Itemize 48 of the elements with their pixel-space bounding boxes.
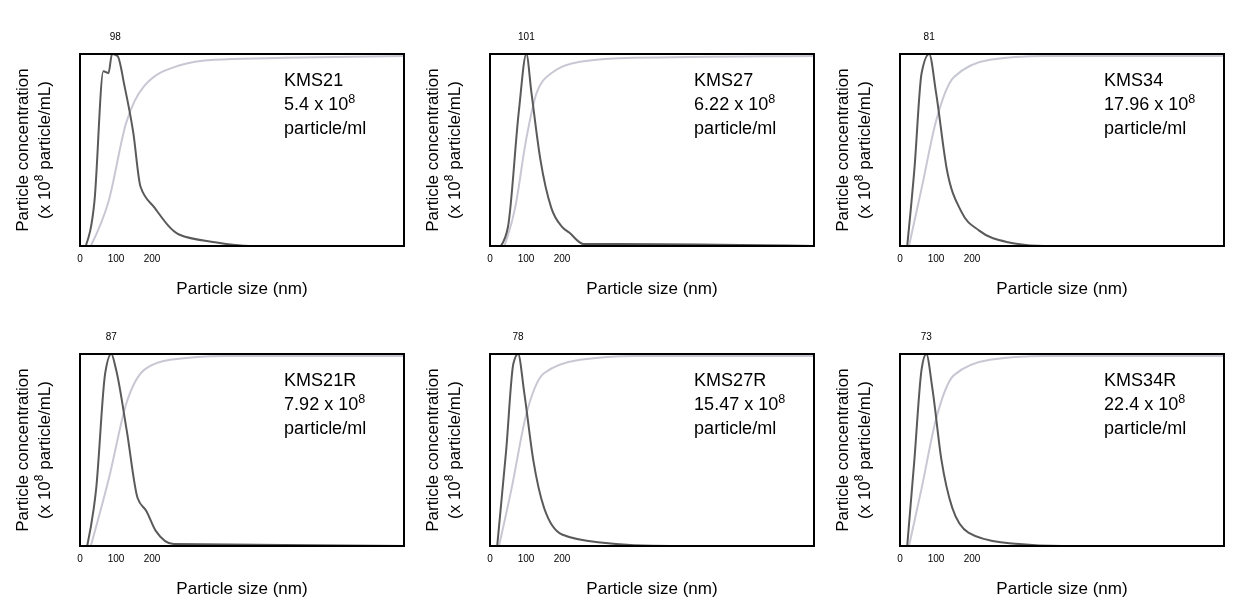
annotation: KMS34 (1104, 70, 1164, 90)
x-axis-title: Particle size (nm) (176, 279, 308, 298)
x-tick-label: 200 (143, 253, 161, 264)
annotation: particle/ml (1104, 418, 1187, 438)
x-tick-label: 0 (487, 553, 494, 564)
x-tick-label: 200 (553, 553, 571, 564)
annotation: 5.4 x 10$^{8}$ (284, 92, 356, 114)
x-tick-label: 0 (487, 253, 494, 264)
x-tick-label: 200 (963, 553, 981, 564)
annotation: KMS21 (284, 70, 344, 90)
annotation: KMS27 (694, 70, 754, 90)
annotation: particle/ml (284, 418, 367, 438)
annotation: 78 (512, 331, 525, 342)
x-tick-label: 0 (897, 253, 904, 264)
annotation: KMS21R (284, 370, 357, 390)
x-axis-title: Particle size (nm) (996, 579, 1128, 598)
x-tick-label: 0 (77, 553, 84, 564)
annotation: 15.47 x 10$^{8}$ (694, 392, 786, 414)
x-tick-label: 200 (963, 253, 981, 264)
x-tick-label: 100 (107, 553, 125, 564)
annotation: 98 (109, 31, 122, 42)
x-tick-label: 200 (143, 553, 161, 564)
annotation: 7.92 x 10$^{8}$ (284, 392, 366, 414)
annotation: 101 (518, 31, 536, 42)
annotation: 17.96 x 10$^{8}$ (1104, 92, 1196, 114)
x-tick-label: 200 (553, 253, 571, 264)
x-tick-label: 100 (927, 253, 945, 264)
x-tick-label: 0 (77, 253, 84, 264)
annotation: KMS34R (1104, 370, 1177, 390)
annotation: 81 (923, 31, 936, 42)
x-axis-title: Particle size (nm) (586, 579, 718, 598)
x-tick-label: 100 (107, 253, 125, 264)
x-tick-label: 100 (517, 253, 535, 264)
x-axis-title: Particle size (nm) (996, 279, 1128, 298)
annotation: 87 (105, 331, 118, 342)
x-axis-title: Particle size (nm) (586, 279, 718, 298)
x-tick-label: 100 (927, 553, 945, 564)
annotation: particle/ml (1104, 118, 1187, 138)
annotation: 73 (920, 331, 933, 342)
annotation: particle/ml (284, 118, 367, 138)
annotation: 22.4 x 10$^{8}$ (1104, 392, 1186, 414)
annotation: particle/ml (694, 418, 777, 438)
x-axis-title: Particle size (nm) (176, 579, 308, 598)
x-tick-label: 0 (897, 553, 904, 564)
x-tick-label: 100 (517, 553, 535, 564)
annotation: 6.22 x 10$^{8}$ (694, 92, 776, 114)
annotation: particle/ml (694, 118, 777, 138)
annotation: KMS27R (694, 370, 767, 390)
